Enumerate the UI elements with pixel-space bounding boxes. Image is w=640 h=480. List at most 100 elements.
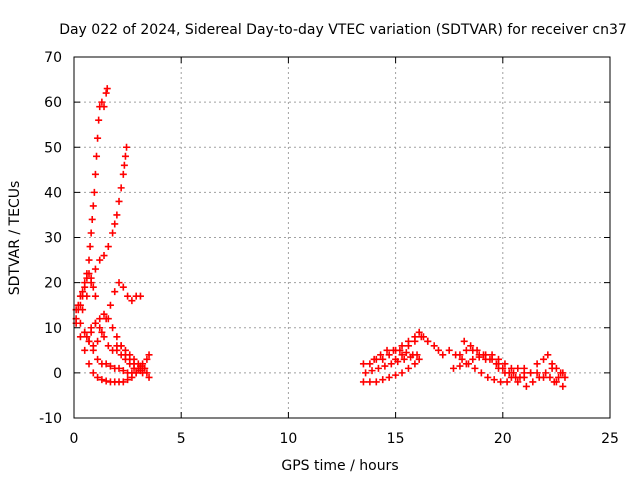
data-point <box>389 346 397 354</box>
data-point <box>104 342 112 350</box>
data-point <box>102 377 110 385</box>
data-point <box>123 143 131 151</box>
data-point <box>544 351 552 359</box>
data-point <box>139 364 147 372</box>
data-points <box>72 85 569 390</box>
chart-title: Day 022 of 2024, Sidereal Day-to-day VTE… <box>59 22 627 38</box>
data-point <box>111 288 119 296</box>
data-point <box>379 376 387 384</box>
data-point <box>488 351 496 359</box>
data-point <box>120 161 128 169</box>
y-tick-label: 40 <box>44 185 62 201</box>
data-point <box>456 362 464 370</box>
data-point <box>81 279 89 287</box>
data-point <box>111 220 119 228</box>
data-point <box>119 378 127 386</box>
y-axis-label: SDTVAR / TECUs <box>7 181 23 296</box>
data-point <box>81 328 89 336</box>
data-point <box>533 369 541 377</box>
data-point <box>417 333 425 341</box>
data-point <box>100 252 108 260</box>
y-tick-label: 10 <box>44 321 62 337</box>
data-point <box>94 355 102 363</box>
data-point <box>359 360 367 368</box>
data-point <box>445 346 453 354</box>
data-point <box>370 355 378 363</box>
data-point <box>87 328 95 336</box>
data-point <box>501 369 509 377</box>
series-track-9 <box>113 342 153 381</box>
data-point <box>94 337 102 345</box>
x-tick-label: 20 <box>494 431 512 447</box>
data-point <box>546 373 554 381</box>
data-point <box>132 369 140 377</box>
data-point <box>91 319 99 327</box>
data-point <box>88 215 96 223</box>
data-point <box>449 364 457 372</box>
series-track-13 <box>370 346 423 363</box>
data-point <box>392 355 400 363</box>
data-point <box>387 360 395 368</box>
plot-frame <box>73 56 611 419</box>
data-point <box>113 333 121 341</box>
data-point <box>100 310 108 318</box>
data-point <box>400 355 408 363</box>
data-point <box>540 373 548 381</box>
data-point <box>398 342 406 350</box>
data-point <box>374 364 382 372</box>
data-point <box>404 342 412 350</box>
data-point <box>533 360 541 368</box>
series-track-14 <box>392 333 447 363</box>
data-point <box>430 342 438 350</box>
data-point <box>514 364 522 372</box>
y-tick-label: -10 <box>39 411 62 427</box>
series-track-11 <box>359 360 419 386</box>
data-point <box>119 283 127 291</box>
x-axis-label: GPS time / hours <box>281 458 398 474</box>
data-point <box>561 373 569 381</box>
data-point <box>96 324 104 332</box>
series-track-1 <box>74 85 111 314</box>
data-point <box>462 360 470 368</box>
data-point <box>379 355 387 363</box>
series-track-17 <box>456 346 528 377</box>
data-point <box>510 369 518 377</box>
series-track-15 <box>445 346 511 386</box>
y-tick-label: 20 <box>44 276 62 292</box>
data-point <box>434 346 442 354</box>
data-point <box>550 378 558 386</box>
data-point <box>104 315 112 323</box>
data-point <box>456 351 464 359</box>
data-point <box>501 360 509 368</box>
data-point <box>87 274 95 282</box>
data-point <box>507 373 515 381</box>
data-point <box>145 373 153 381</box>
data-point <box>90 188 98 196</box>
data-point <box>81 346 89 354</box>
data-point <box>98 98 106 106</box>
series-track-20 <box>510 364 556 390</box>
data-point <box>121 346 129 354</box>
data-point <box>359 378 367 386</box>
data-point <box>372 378 380 386</box>
data-point <box>95 116 103 124</box>
data-point <box>126 351 134 359</box>
data-point <box>83 333 91 341</box>
data-point <box>520 364 528 372</box>
data-point <box>460 337 468 345</box>
data-point <box>377 351 385 359</box>
series-track-5 <box>72 319 144 386</box>
data-point <box>103 85 111 93</box>
data-point <box>368 367 376 375</box>
data-point <box>100 103 108 111</box>
data-point <box>497 378 505 386</box>
grid <box>74 57 610 418</box>
data-point <box>477 369 485 377</box>
data-point <box>552 364 560 372</box>
data-point <box>490 376 498 384</box>
data-point <box>469 355 477 363</box>
data-point <box>398 351 406 359</box>
data-point <box>94 373 102 381</box>
data-point <box>475 353 483 361</box>
data-point <box>98 328 106 336</box>
